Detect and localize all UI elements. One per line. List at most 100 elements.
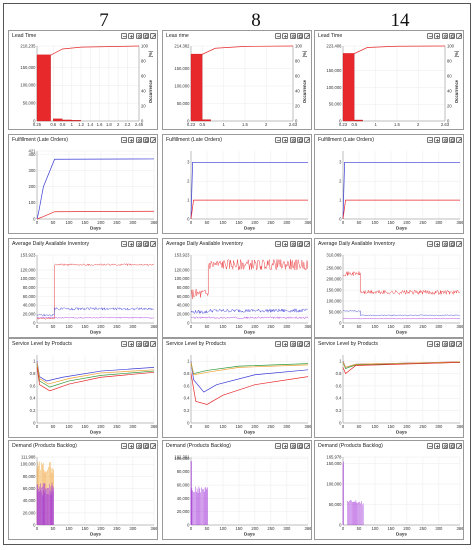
expand-icon[interactable]	[456, 241, 463, 247]
chart-title: Fulfillment (Late Orders)	[12, 137, 68, 143]
plus-icon[interactable]	[282, 443, 289, 449]
plus-icon[interactable]	[282, 241, 289, 247]
y-tick-label: 0.2	[336, 408, 342, 413]
plus-icon[interactable]	[128, 241, 135, 247]
expand-icon[interactable]	[304, 341, 311, 347]
copy-icon[interactable]	[448, 137, 455, 143]
y-tick-label: 0	[187, 522, 190, 527]
expand-icon[interactable]	[150, 137, 157, 143]
x-tick-label: 200	[251, 220, 259, 225]
x-tick-label: 2.63	[289, 122, 298, 127]
copy-icon[interactable]	[448, 443, 455, 449]
minus-icon[interactable]	[275, 443, 281, 449]
minus-icon[interactable]	[121, 241, 127, 247]
expand-icon[interactable]	[150, 443, 157, 449]
settings-icon[interactable]	[441, 341, 448, 347]
expand-icon[interactable]	[304, 33, 311, 39]
settings-icon[interactable]	[135, 443, 142, 449]
copy-icon[interactable]	[448, 241, 455, 247]
minus-icon[interactable]	[427, 241, 433, 247]
copy-icon[interactable]	[142, 137, 149, 143]
settings-icon[interactable]	[289, 443, 296, 449]
x-tick-label: 300	[435, 324, 443, 329]
x-tick-label: 150	[387, 324, 395, 329]
plus-icon[interactable]	[434, 443, 441, 449]
plus-icon[interactable]	[128, 33, 135, 39]
plus-icon[interactable]	[434, 33, 441, 39]
expand-icon[interactable]	[304, 443, 311, 449]
copy-icon[interactable]	[296, 443, 303, 449]
minus-icon[interactable]	[427, 341, 433, 347]
y-tick-label: 0	[339, 216, 342, 221]
expand-icon[interactable]	[150, 33, 157, 39]
settings-icon[interactable]	[441, 33, 448, 39]
plus-icon[interactable]	[282, 341, 289, 347]
minus-icon[interactable]	[121, 33, 127, 39]
plus-icon[interactable]	[434, 341, 441, 347]
plus-icon[interactable]	[128, 443, 135, 449]
copy-icon[interactable]	[142, 33, 149, 39]
expand-icon[interactable]	[456, 33, 463, 39]
expand-icon[interactable]	[150, 341, 157, 347]
settings-icon[interactable]	[441, 443, 448, 449]
expand-icon[interactable]	[150, 241, 157, 247]
copy-icon[interactable]	[296, 341, 303, 347]
copy-icon[interactable]	[296, 33, 303, 39]
expand-icon[interactable]	[456, 341, 463, 347]
copy-icon[interactable]	[142, 443, 149, 449]
minus-icon[interactable]	[427, 137, 433, 143]
y2-axis-unit: (%)	[454, 50, 459, 57]
plus-icon[interactable]	[434, 137, 441, 143]
copy-icon[interactable]	[448, 341, 455, 347]
x-tick-label: 250	[419, 526, 427, 531]
y-tick-label: 50,000	[23, 101, 36, 106]
settings-icon[interactable]	[135, 341, 142, 347]
x-tick-label: 150	[81, 424, 89, 429]
minus-icon[interactable]	[427, 33, 433, 39]
copy-icon[interactable]	[296, 241, 303, 247]
settings-icon[interactable]	[135, 33, 142, 39]
plus-icon[interactable]	[434, 241, 441, 247]
series-line	[36, 364, 155, 388]
x-tick-label: 100	[219, 220, 227, 225]
settings-icon[interactable]	[289, 341, 296, 347]
minus-icon[interactable]	[121, 341, 127, 347]
settings-icon[interactable]	[441, 137, 448, 143]
settings-icon[interactable]	[441, 241, 448, 247]
minus-icon[interactable]	[275, 137, 281, 143]
minus-icon[interactable]	[275, 33, 281, 39]
copy-icon[interactable]	[142, 241, 149, 247]
minus-icon[interactable]	[121, 137, 127, 143]
plus-icon[interactable]	[128, 137, 135, 143]
minus-icon[interactable]	[427, 443, 433, 449]
y-max-label: 210,235	[20, 44, 36, 49]
y-max-label: 102,301	[174, 455, 190, 460]
plus-icon[interactable]	[282, 137, 289, 143]
copy-icon[interactable]	[448, 33, 455, 39]
x-tick-label: 100	[65, 220, 73, 225]
x-tick-label: 200	[403, 324, 411, 329]
settings-icon[interactable]	[289, 33, 296, 39]
chart-panel: Fulfillment (Late Orders) 3 2 1 0 0 50 100 150 20…	[162, 134, 312, 234]
expand-icon[interactable]	[304, 137, 311, 143]
settings-icon[interactable]	[289, 137, 296, 143]
series-line	[342, 362, 461, 375]
chart-title: Demand (Products Backlog)	[318, 443, 383, 449]
settings-icon[interactable]	[135, 241, 142, 247]
minus-icon[interactable]	[275, 341, 281, 347]
copy-icon[interactable]	[142, 341, 149, 347]
plus-icon[interactable]	[282, 33, 289, 39]
minus-icon[interactable]	[121, 443, 127, 449]
histogram-bar	[190, 54, 203, 122]
x-tick-label: 100	[371, 324, 379, 329]
expand-icon[interactable]	[456, 137, 463, 143]
y-tick-label: 60,000	[23, 294, 36, 299]
plus-icon[interactable]	[128, 341, 135, 347]
expand-icon[interactable]	[456, 443, 463, 449]
minus-icon[interactable]	[275, 241, 281, 247]
settings-icon[interactable]	[135, 137, 142, 143]
settings-icon[interactable]	[289, 241, 296, 247]
chart-panel: Service Level by Products 1 0.8 0.6 0.4 0.2 0 0…	[314, 338, 464, 438]
copy-icon[interactable]	[296, 137, 303, 143]
expand-icon[interactable]	[304, 241, 311, 247]
